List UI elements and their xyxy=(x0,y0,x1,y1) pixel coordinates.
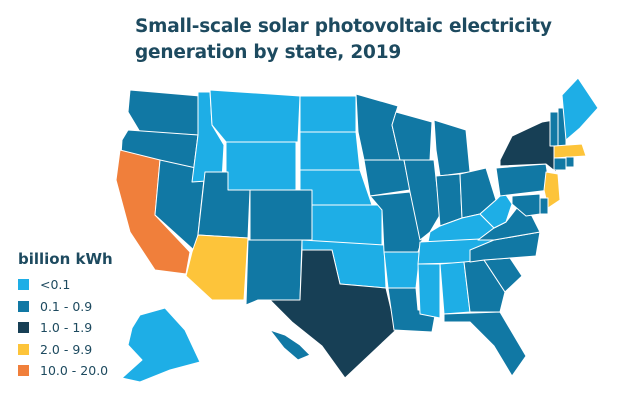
map-title: Small-scale solar photovoltaic electrici… xyxy=(135,14,552,66)
state-ma xyxy=(553,143,587,159)
legend-label: 1.0 - 1.9 xyxy=(40,320,93,336)
state-nm xyxy=(245,239,303,306)
state-md xyxy=(511,193,541,217)
legend-item: 0.1 - 0.9 xyxy=(18,296,113,318)
legend: billion kWh <0.1 0.1 - 0.9 1.0 - 1.9 2.0 - … xyxy=(18,250,113,382)
state-hi xyxy=(269,329,311,361)
state-ms xyxy=(417,263,441,319)
state-de xyxy=(539,197,549,215)
state-wi xyxy=(391,111,433,161)
legend-swatch xyxy=(18,279,29,291)
legend-label: 0.1 - 0.9 xyxy=(40,298,93,314)
state-ks xyxy=(311,204,383,246)
legend-swatch xyxy=(18,322,29,334)
legend-title: billion kWh xyxy=(18,250,113,268)
state-in xyxy=(435,173,463,227)
state-tx xyxy=(269,249,397,379)
state-vt xyxy=(549,111,559,147)
legend-swatch xyxy=(18,300,29,312)
state-nd xyxy=(299,95,357,133)
state-me xyxy=(561,77,599,141)
state-sd xyxy=(299,131,361,171)
state-ak xyxy=(121,307,201,383)
legend-item: 1.0 - 1.9 xyxy=(18,317,113,339)
legend-swatch xyxy=(18,365,29,377)
state-ri xyxy=(565,156,575,168)
state-mt xyxy=(209,89,301,143)
legend-swatch xyxy=(18,343,29,355)
legend-item: 2.0 - 9.9 xyxy=(18,339,113,361)
legend-item: 10.0 - 20.0 xyxy=(18,360,113,382)
legend-label: 10.0 - 20.0 xyxy=(40,363,109,379)
legend-label: 2.0 - 9.9 xyxy=(40,341,93,357)
state-ia xyxy=(363,159,411,197)
title-line-2: generation by state, 2019 xyxy=(135,42,402,63)
state-ct xyxy=(553,157,567,171)
legend-label: <0.1 xyxy=(40,277,71,293)
state-az xyxy=(185,234,249,301)
state-co xyxy=(249,189,313,241)
state-ar xyxy=(383,251,421,289)
state-wy xyxy=(225,141,297,191)
state-mi xyxy=(433,119,471,177)
state-wa xyxy=(127,89,201,136)
title-line-1: Small-scale solar photovoltaic electrici… xyxy=(135,16,552,37)
state-fl xyxy=(443,311,527,377)
legend-item: <0.1 xyxy=(18,274,113,296)
state-pa xyxy=(495,163,551,197)
